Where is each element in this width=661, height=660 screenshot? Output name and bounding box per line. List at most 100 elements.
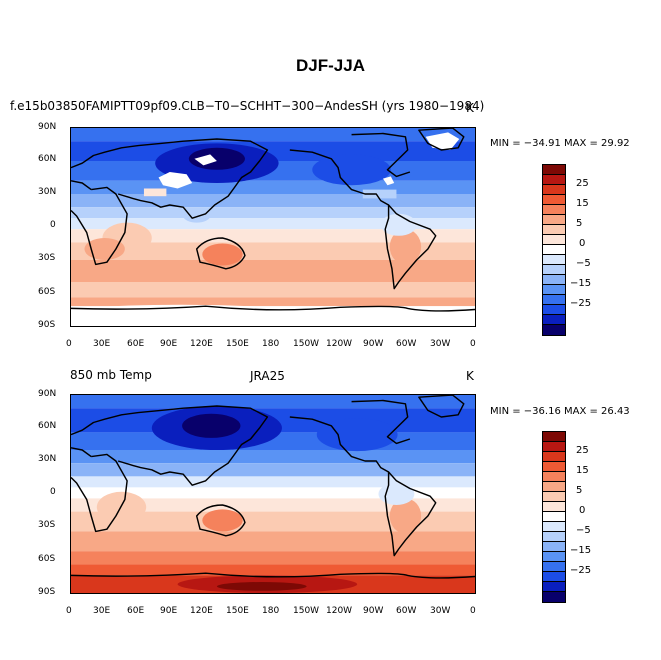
bottom-lon-label-90w: 90W	[363, 606, 384, 616]
top-colorbar-box-9	[543, 245, 565, 255]
top-lon-label-90e: 90E	[160, 339, 178, 349]
bottom-colorbar-box-14	[543, 562, 565, 572]
bottom-colorbar-box-7	[543, 492, 565, 502]
bottom-colorbar-box-15	[543, 572, 565, 582]
top-colorbar-box-1	[543, 165, 565, 175]
bottom-colorbar-label-5: 5	[576, 485, 583, 496]
bottom-lon-label-30e: 30E	[93, 606, 111, 616]
top-lon-label-30w: 30W	[430, 339, 451, 349]
top-min-max: MIN = −34.91 MAX = 29.92	[490, 138, 630, 149]
top-lon-label-60e: 60E	[127, 339, 145, 349]
bottom-colorbar-box-6	[543, 482, 565, 492]
top-colorbar-box-3	[543, 185, 565, 195]
top-lat-label-60s: 60S	[38, 287, 56, 297]
bottom-lat-label-90s: 90S	[38, 587, 56, 597]
bottom-colorbar-box-3	[543, 452, 565, 462]
bottom-units: K	[466, 369, 474, 383]
bottom-colorbar-box-4	[543, 462, 565, 472]
bottom-colorbar-box-12	[543, 542, 565, 552]
top-lon-label-60w: 60W	[396, 339, 417, 349]
bottom-center-title: JRA25	[250, 369, 285, 383]
bottom-colorbar-label-neg5: −5	[576, 525, 591, 536]
bottom-lon-label-150w: 150W	[293, 606, 320, 616]
top-lat-label-0: 0	[50, 220, 56, 230]
top-colorbar-box-5	[543, 205, 565, 215]
bottom-colorbar-box-8	[543, 502, 565, 512]
bottom-colorbar-box-11	[543, 532, 565, 542]
bottom-lon-label-60w: 60W	[396, 606, 417, 616]
top-map	[70, 127, 476, 327]
top-colorbar-box-8	[543, 235, 565, 245]
bottom-map	[70, 394, 476, 594]
top-units: K	[466, 101, 474, 115]
top-colorbar	[542, 164, 566, 336]
bottom-min-max: MIN = −36.16 MAX = 26.43	[490, 406, 630, 417]
bottom-colorbar-box-10	[543, 522, 565, 532]
top-colorbar-label-neg15: −15	[570, 278, 592, 289]
top-colorbar-box-11	[543, 265, 565, 275]
top-colorbar-label-5: 5	[576, 218, 583, 229]
bottom-lon-label-150e: 150E	[226, 606, 249, 616]
top-colorbar-label-0: 0	[579, 238, 586, 249]
top-lat-label-30s: 30S	[38, 253, 56, 263]
top-colorbar-label-25: 25	[576, 178, 589, 189]
top-lon-label-180: 180	[262, 339, 280, 349]
bottom-colorbar-box-1	[543, 432, 565, 442]
bottom-colorbar-box-2	[543, 442, 565, 452]
bottom-left-title: 850 mb Temp	[70, 368, 152, 382]
top-colorbar-box-12	[543, 275, 565, 285]
top-lon-label-30e: 30E	[93, 339, 111, 349]
top-colorbar-box-6	[543, 215, 565, 225]
bottom-lon-label-90e: 90E	[160, 606, 178, 616]
bottom-colorbar-box-17	[543, 592, 565, 602]
bottom-colorbar-box-5	[543, 472, 565, 482]
bottom-colorbar-label-15: 15	[576, 465, 589, 476]
bottom-lon-label-30w: 30W	[430, 606, 451, 616]
bottom-lat-label-60n: 60N	[38, 421, 57, 431]
top-colorbar-box-15	[543, 305, 565, 315]
figure-title: DJF-JJA	[296, 56, 365, 75]
bottom-lat-label-30n: 30N	[38, 454, 57, 464]
top-lat-label-60n: 60N	[38, 154, 57, 164]
top-colorbar-box-7	[543, 225, 565, 235]
top-colorbar-box-17	[543, 325, 565, 335]
top-colorbar-box-2	[543, 175, 565, 185]
top-left-title: f.e15b03850FAMIPTT09pf09.CLB−T0−SCHHT−30…	[10, 99, 485, 113]
top-lon-label-0-end: 0	[470, 339, 476, 349]
top-colorbar-box-16	[543, 315, 565, 325]
top-lon-label-120w: 120W	[326, 339, 353, 349]
bottom-colorbar-box-13	[543, 552, 565, 562]
bottom-colorbar-label-0: 0	[579, 505, 586, 516]
top-lon-label-90w: 90W	[363, 339, 384, 349]
top-colorbar-label-neg25: −25	[570, 298, 592, 309]
bottom-colorbar-label-neg15: −15	[570, 545, 592, 556]
top-lat-label-30n: 30N	[38, 187, 57, 197]
bottom-lat-label-60s: 60S	[38, 554, 56, 564]
bottom-lon-label-60e: 60E	[127, 606, 145, 616]
bottom-lat-label-90n: 90N	[38, 389, 57, 399]
bottom-colorbar-box-16	[543, 582, 565, 592]
bottom-colorbar-box-9	[543, 512, 565, 522]
bottom-colorbar-label-25: 25	[576, 445, 589, 456]
top-lat-label-90n: 90N	[38, 122, 57, 132]
top-lon-label-0: 0	[66, 339, 72, 349]
top-colorbar-box-14	[543, 295, 565, 305]
top-colorbar-box-13	[543, 285, 565, 295]
bottom-colorbar-label-neg25: −25	[570, 565, 592, 576]
bottom-lat-label-30s: 30S	[38, 520, 56, 530]
bottom-lon-label-0-end: 0	[470, 606, 476, 616]
top-lon-label-150w: 150W	[293, 339, 320, 349]
top-colorbar-box-4	[543, 195, 565, 205]
top-temperature-field	[71, 128, 475, 326]
bottom-lat-label-0: 0	[50, 487, 56, 497]
top-colorbar-box-10	[543, 255, 565, 265]
bottom-colorbar	[542, 431, 566, 603]
bottom-lon-label-120w: 120W	[326, 606, 353, 616]
top-lat-label-90s: 90S	[38, 320, 56, 330]
top-lon-label-150e: 150E	[226, 339, 249, 349]
top-colorbar-label-15: 15	[576, 198, 589, 209]
bottom-lon-label-0: 0	[66, 606, 72, 616]
top-lon-label-120e: 120E	[190, 339, 213, 349]
bottom-lon-label-120e: 120E	[190, 606, 213, 616]
bottom-lon-label-180: 180	[262, 606, 280, 616]
